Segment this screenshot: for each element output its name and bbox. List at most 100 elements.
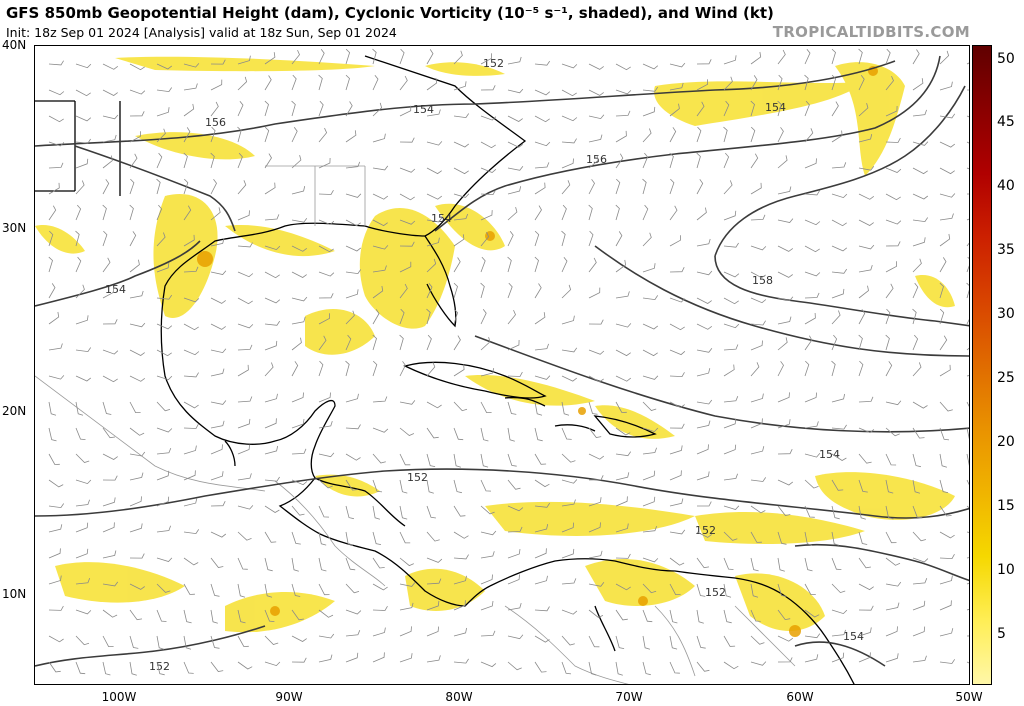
wind-barb-icon xyxy=(318,505,330,518)
wind-barb-icon xyxy=(102,475,118,481)
wind-barb-icon xyxy=(507,549,521,559)
wind-barb-icon xyxy=(858,244,875,250)
wind-barb-icon xyxy=(885,581,902,587)
wind-barb-icon xyxy=(561,180,571,195)
wind-barb-icon xyxy=(912,217,929,223)
wind-barb-icon xyxy=(507,602,522,611)
wind-barb-icon xyxy=(426,237,440,247)
wind-barb-icon xyxy=(939,167,955,175)
wind-barb-icon xyxy=(156,107,170,117)
wind-barb-icon xyxy=(210,531,227,538)
wind-barb-icon xyxy=(48,427,57,442)
wind-barb-icon xyxy=(858,48,863,65)
wind-barb-icon xyxy=(777,316,792,325)
wind-barb-icon xyxy=(183,297,200,303)
wind-barb-icon xyxy=(183,583,195,595)
wind-barb-icon xyxy=(804,292,820,299)
wind-barb-icon xyxy=(588,349,605,355)
wind-barb-icon xyxy=(561,138,577,144)
wind-barb-icon xyxy=(399,75,408,91)
wind-barb-icon xyxy=(183,529,200,535)
wind-barb-icon xyxy=(939,257,947,273)
wind-barb-icon xyxy=(912,334,919,351)
wind-barb-icon xyxy=(102,522,115,533)
wind-barb-icon xyxy=(237,55,251,65)
wind-barb-icon xyxy=(723,661,739,670)
colorbar-label: 30 xyxy=(997,306,1015,322)
wind-barb-icon xyxy=(912,655,927,663)
wind-barb-icon xyxy=(345,130,357,143)
wind-barb-icon xyxy=(345,334,352,351)
wind-barb-icon xyxy=(210,79,223,91)
wind-barb-icon xyxy=(912,237,926,247)
wind-barb-icon xyxy=(615,178,621,195)
wind-barb-icon xyxy=(723,531,738,541)
wind-barb-icon xyxy=(939,401,953,412)
wind-barb-icon xyxy=(804,245,820,253)
wind-barb-icon xyxy=(372,453,386,464)
wind-barb-icon xyxy=(453,627,467,637)
vorticity-cores xyxy=(197,66,878,637)
wind-barb-icon xyxy=(561,230,566,247)
wind-barb-icon xyxy=(102,114,119,120)
wind-barb-icon xyxy=(507,230,514,247)
wind-barb-icon xyxy=(264,531,277,543)
wind-barb-icon xyxy=(237,210,250,221)
wind-barb-icon xyxy=(183,401,199,409)
wind-barb-icon xyxy=(939,81,953,91)
wind-barb-icon xyxy=(912,479,921,494)
wind-barb-icon xyxy=(507,427,515,442)
wind-barb-icon xyxy=(399,400,416,405)
wind-barb-icon xyxy=(966,453,969,466)
wind-barb-icon xyxy=(129,131,141,143)
wind-barb-icon xyxy=(372,605,388,611)
wind-barb-icon xyxy=(534,375,551,380)
wind-barb-icon xyxy=(156,470,170,481)
wind-barb-icon xyxy=(588,179,595,195)
wind-barb-icon xyxy=(588,582,605,587)
wind-barb-icon xyxy=(939,282,944,299)
wind-barb-icon xyxy=(642,349,658,357)
wind-barb-icon xyxy=(669,529,686,535)
wind-barb-icon xyxy=(723,297,739,305)
wind-barb-icon xyxy=(804,190,820,196)
vorticity-shading xyxy=(35,56,955,633)
wind-barb-icon xyxy=(831,101,839,117)
wind-barb-icon xyxy=(48,548,61,559)
lat-label-40n: 40N xyxy=(2,38,27,52)
wind-barb-icon xyxy=(534,343,549,351)
wind-barb-icon xyxy=(885,400,902,406)
wind-barb-icon xyxy=(561,522,574,533)
wind-barb-icon xyxy=(534,453,547,465)
wind-barb-icon xyxy=(102,427,116,439)
wind-barb-icon xyxy=(156,349,172,357)
wind-barb-icon xyxy=(696,179,704,195)
wind-barb-icon xyxy=(318,531,327,546)
wind-barb-icon xyxy=(129,89,146,95)
wind-barb-icon xyxy=(885,261,898,273)
lon-label-50w: 50W xyxy=(955,690,983,704)
wind-barb-icon xyxy=(480,85,496,91)
wind-barb-icon xyxy=(210,471,224,481)
wind-barb-icon xyxy=(102,319,118,325)
wind-barb-icon xyxy=(912,258,922,273)
wind-barb-icon xyxy=(156,204,163,221)
wind-barb-icon xyxy=(912,453,921,468)
wind-barb-icon xyxy=(561,401,570,416)
wind-barb-icon xyxy=(210,661,224,672)
wind-barb-icon xyxy=(318,583,330,596)
wind-barb-icon xyxy=(507,574,520,585)
wind-barb-icon xyxy=(804,158,817,169)
wind-barb-icon xyxy=(642,86,659,92)
wind-barb-icon xyxy=(480,231,490,247)
wind-barb-icon xyxy=(264,245,281,251)
wind-barb-icon xyxy=(345,289,359,299)
wind-barb-icon xyxy=(723,242,739,248)
wind-barb-icon xyxy=(183,234,195,247)
wind-barb-icon xyxy=(669,635,678,650)
wind-barb-icon xyxy=(264,52,276,65)
wind-barb-icon xyxy=(885,137,901,143)
wind-barb-icon xyxy=(318,293,334,299)
wind-barb-icon xyxy=(696,420,711,429)
wind-barb-icon xyxy=(588,89,604,96)
